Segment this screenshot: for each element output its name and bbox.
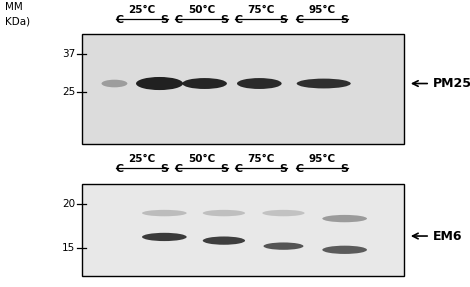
Text: 50°C: 50°C	[188, 154, 215, 164]
Text: S: S	[280, 164, 288, 174]
Text: 20: 20	[62, 199, 75, 209]
Text: S: S	[160, 164, 168, 174]
Ellipse shape	[136, 77, 183, 90]
Ellipse shape	[264, 243, 304, 250]
Text: C: C	[175, 15, 183, 25]
Text: S: S	[341, 15, 349, 25]
Text: C: C	[175, 164, 183, 174]
Text: 15: 15	[62, 243, 75, 253]
Text: 50°C: 50°C	[188, 5, 215, 15]
Text: 95°C: 95°C	[308, 154, 336, 164]
Text: 75°C: 75°C	[247, 5, 274, 15]
Text: C: C	[235, 164, 243, 174]
Text: KDa): KDa)	[5, 17, 30, 27]
Ellipse shape	[203, 236, 245, 245]
Ellipse shape	[182, 78, 227, 89]
Ellipse shape	[203, 210, 245, 216]
Text: S: S	[280, 15, 288, 25]
Ellipse shape	[142, 233, 187, 241]
Ellipse shape	[262, 210, 305, 216]
Text: C: C	[115, 15, 123, 25]
Text: 37: 37	[62, 49, 75, 59]
Text: 25°C: 25°C	[128, 154, 156, 164]
Text: S: S	[160, 15, 168, 25]
Ellipse shape	[142, 210, 187, 216]
Ellipse shape	[237, 78, 282, 89]
Text: C: C	[235, 15, 243, 25]
Text: C: C	[115, 164, 123, 174]
Ellipse shape	[322, 215, 367, 222]
Text: 25°C: 25°C	[128, 5, 156, 15]
Text: C: C	[296, 164, 304, 174]
Text: S: S	[341, 164, 349, 174]
Bar	[82, 34, 404, 144]
Text: S: S	[220, 164, 228, 174]
Text: PM25: PM25	[432, 77, 470, 90]
Text: MM: MM	[5, 2, 23, 12]
Text: 25: 25	[62, 87, 75, 97]
Text: EM6: EM6	[432, 230, 462, 243]
Ellipse shape	[102, 80, 127, 87]
Bar	[82, 184, 404, 276]
Text: 75°C: 75°C	[247, 154, 274, 164]
Ellipse shape	[297, 79, 351, 88]
Ellipse shape	[322, 246, 367, 254]
Text: C: C	[296, 15, 304, 25]
Text: 95°C: 95°C	[308, 5, 336, 15]
Text: S: S	[220, 15, 228, 25]
